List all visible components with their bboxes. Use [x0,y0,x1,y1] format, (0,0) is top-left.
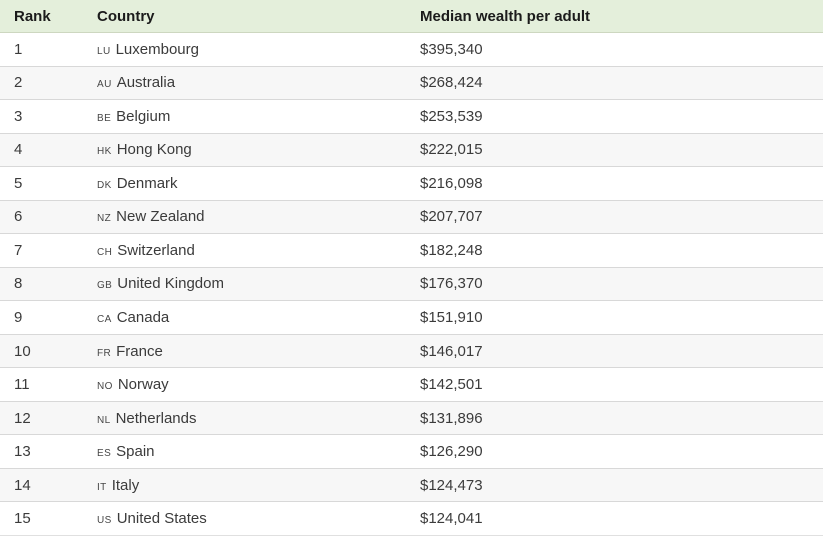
median-wealth-cell: $216,098 [420,174,483,192]
country-code: DK [97,179,112,191]
table-header-row: Rank Country Median wealth per adult [0,0,823,33]
country-cell: CH Switzerland [97,242,420,259]
country-name: Canada [116,309,170,327]
country-code: NL [97,414,111,426]
median-wealth-cell: $151,910 [420,309,483,327]
median-wealth-cell: $131,896 [420,409,483,427]
rank-cell: 15 [14,510,31,528]
table-row: 9 CA Canada $151,910 [0,301,823,335]
country-name: Belgium [116,107,171,125]
country-code: FR [97,347,112,359]
rank-cell: 10 [14,342,31,360]
table-row: 7 CH Switzerland $182,248 [0,234,823,268]
country-cell: NL Netherlands [97,410,420,427]
median-wealth-cell: $176,370 [420,275,483,293]
median-wealth-cell: $142,501 [420,376,483,394]
rank-cell: 13 [14,443,31,461]
country-code: NO [97,381,113,393]
table-row: 4 HK Hong Kong $222,015 [0,133,823,168]
rank-cell: 7 [14,241,23,259]
table-row: 3 BE Belgium $253,539 [0,100,823,134]
country-name: Switzerland [117,241,195,259]
median-wealth-cell: $146,017 [420,342,483,360]
country-cell: DK Denmark [97,175,420,192]
country-cell: AU Australia [97,74,420,91]
country-name: Australia [116,74,176,92]
country-code: LU [97,45,111,57]
country-code: GB [97,280,113,292]
country-name: Spain [116,443,155,461]
table-row: 5 DK Denmark $216,098 [0,167,823,201]
country-name: Hong Kong [116,141,192,159]
rank-cell: 5 [14,174,23,192]
rank-cell: 4 [14,141,23,159]
country-cell: ES Spain [97,443,420,460]
rank-cell: 12 [14,409,31,427]
country-code: NZ [97,213,112,225]
country-cell: BE Belgium [97,108,420,125]
country-code: HK [97,146,112,158]
table-row: 15 US United States $124,041 [0,502,823,536]
table-row: 1 LU Luxembourg $395,340 [0,33,823,67]
rank-cell: 6 [14,208,23,226]
country-name: Netherlands [115,409,197,427]
country-code: IT [97,481,107,493]
median-wealth-cell: $126,290 [420,443,483,461]
country-code: AU [97,79,112,91]
country-name: Denmark [116,174,178,192]
country-cell: IT Italy [97,477,420,494]
country-name: France [116,342,163,360]
rank-cell: 11 [14,376,30,394]
table-body: 1 LU Luxembourg $395,340 2 AU Australia $268,42… [0,33,823,536]
median-wealth-cell: $182,248 [420,241,483,259]
median-wealth-cell: $395,340 [420,40,483,58]
country-name: United Kingdom [117,275,224,293]
table-row: 13 ES Spain $126,290 [0,435,823,469]
median-wealth-cell: $124,473 [420,476,483,494]
median-wealth-cell: $222,015 [420,141,483,159]
country-cell: NO Norway [97,376,420,393]
country-code: US [97,515,112,527]
median-wealth-cell: $207,707 [420,208,483,226]
column-header-median-wealth: Median wealth per adult [420,7,591,25]
column-header-country: Country [97,7,155,25]
country-cell: FR France [97,343,420,360]
rank-cell: 14 [14,476,31,494]
country-name: Luxembourg [115,40,199,58]
rank-cell: 8 [14,275,23,293]
country-name: New Zealand [116,208,205,226]
country-cell: CA Canada [97,309,420,326]
country-cell: LU Luxembourg [97,41,420,58]
table-row: 8 GB United Kingdom $176,370 [0,267,823,302]
column-header-rank: Rank [14,7,51,25]
table-row: 6 NZ New Zealand $207,707 [0,200,823,235]
median-wealth-cell: $124,041 [420,510,483,528]
country-code: BE [97,112,112,124]
rank-cell: 3 [14,107,23,125]
country-cell: GB United Kingdom [97,275,420,292]
country-cell: US United States [97,510,420,527]
country-code: CH [97,246,113,258]
country-code: CA [97,314,112,326]
table-row: 10 FR France $146,017 [0,334,823,369]
country-name: United States [116,510,207,528]
country-name: Italy [111,476,140,494]
table-row: 2 AU Australia $268,424 [0,66,823,101]
rank-cell: 9 [14,309,23,327]
median-wealth-cell: $268,424 [420,74,483,92]
rank-cell: 1 [14,40,23,58]
table-row: 14 IT Italy $124,473 [0,468,823,503]
median-wealth-cell: $253,539 [420,107,483,125]
country-cell: HK Hong Kong [97,141,420,158]
table-row: 11 NO Norway $142,501 [0,368,823,402]
country-cell: NZ New Zealand [97,208,420,225]
country-code: ES [97,448,112,460]
rank-cell: 2 [14,74,23,92]
country-name: Norway [117,376,169,394]
table-row: 12 NL Netherlands $131,896 [0,401,823,436]
